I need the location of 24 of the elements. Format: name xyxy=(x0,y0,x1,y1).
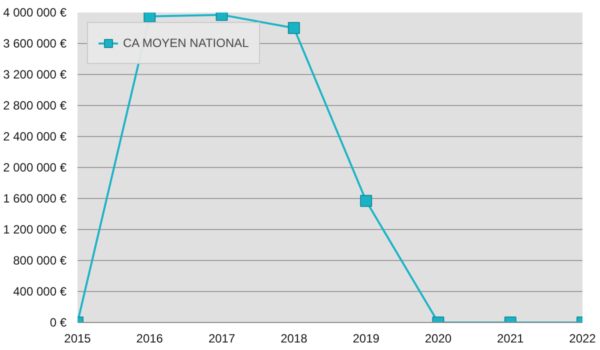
x-tick-label: 2022 xyxy=(569,332,596,346)
legend-label: CA MOYEN NATIONAL xyxy=(123,36,249,50)
y-tick-label: 3 200 000 € xyxy=(3,68,67,82)
point xyxy=(360,194,372,207)
y-tick-label: 2 400 000 € xyxy=(3,130,67,144)
x-tick-label: 2020 xyxy=(424,332,452,346)
x-tick-label: 2015 xyxy=(64,332,92,346)
y-tick-label: 800 000 € xyxy=(13,254,67,268)
x-tick-label: 2018 xyxy=(280,332,308,346)
y-tick-label: 3 600 000 € xyxy=(3,36,67,50)
point xyxy=(288,22,300,34)
point xyxy=(144,12,156,22)
y-tick-label: 4 000 000 € xyxy=(3,6,67,20)
line-series xyxy=(78,12,582,322)
y-tick-label: 1 600 000 € xyxy=(3,192,67,206)
x-tick-label: 2021 xyxy=(497,332,524,346)
x-tick-label: 2016 xyxy=(136,332,164,346)
y-tick-label: 1 200 000 € xyxy=(3,222,67,236)
y-tick-label: 400 000 € xyxy=(13,284,67,298)
y-tick-label: 2 000 000 € xyxy=(3,160,67,174)
y-tick-label: 2 800 000 € xyxy=(3,98,67,112)
x-tick-label: 2019 xyxy=(352,332,380,346)
y-tick-label: 0 € xyxy=(50,316,67,330)
x-tick-label: 2017 xyxy=(208,332,236,346)
